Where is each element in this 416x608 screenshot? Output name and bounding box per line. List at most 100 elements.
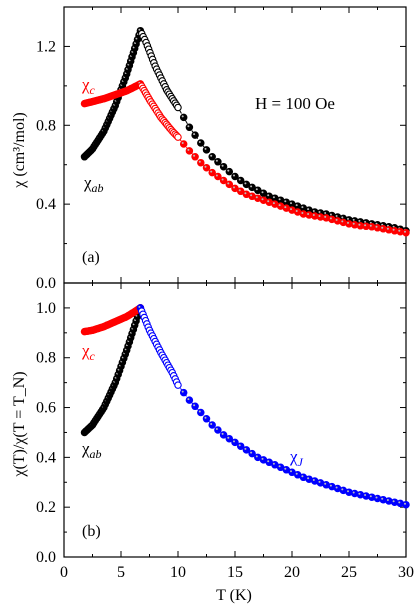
data-point-highlight [335,218,338,221]
data-point-ab [174,103,182,112]
data-point-highlight [278,465,281,468]
data-point-highlight [307,208,310,211]
data-point-highlight [272,202,275,205]
plot-frame-a [63,6,407,284]
data-point-ab [219,162,228,171]
data-point-highlight [364,224,367,227]
data-point-highlight [301,475,304,478]
data-point-highlight [193,154,196,157]
data-point-J [214,426,222,434]
data-point-highlight [398,501,401,504]
data-point-highlight [329,213,332,216]
panel-b: 0 5 10 15 20 25 30 0.0 0.2 0.4 0.6 0.8 1.0 [36,282,414,581]
data-point-highlight [261,457,264,460]
data-point-J [179,388,188,397]
data-point-highlight [261,191,264,194]
data-point-highlight [324,212,327,214]
data-point-highlight [267,200,270,203]
data-point-highlight [193,404,196,407]
label-chi-ab-a: χab [83,173,104,195]
data-point-highlight [329,484,332,487]
data-point-highlight [267,460,270,463]
data-point-J [197,408,205,417]
data-point-highlight [312,479,315,481]
y-tick-label: 0.0 [36,275,56,292]
data-point-highlight [335,215,338,217]
data-point-highlight [198,410,201,413]
y-tick-label: 1.2 [36,38,56,55]
data-point-ab [236,176,245,185]
x-tick-label: 10 [170,564,186,581]
data-point-highlight [284,467,287,470]
x-tick-label: 20 [284,564,300,581]
data-point-highlight [221,178,224,181]
data-point-ab [191,131,199,139]
data-point-highlight [261,198,264,201]
data-point-c [202,163,211,172]
data-point-highlight [215,159,218,162]
data-point-J [236,442,245,450]
data-point-highlight [318,480,321,483]
data-point-highlight [392,228,395,231]
data-point-highlight [381,226,384,229]
data-point-highlight [295,472,298,475]
y-axis-title-a: χ (cm³/mol) [11,112,28,188]
data-point-J [191,402,199,411]
data-point-ab [231,172,239,181]
data-point-highlight [250,194,253,197]
data-point-highlight [233,440,235,443]
data-point-highlight [198,160,201,163]
data-point-highlight [358,223,361,226]
data-point-highlight [193,133,196,136]
data-point-highlight [369,495,372,498]
data-point-highlight [284,206,287,209]
y-tick-label: 0.0 [36,549,56,566]
data-point-highlight [215,428,218,430]
data-point-highlight [392,500,395,503]
data-point-highlight [227,182,230,185]
data-point-highlight [295,204,298,207]
data-point-highlight [318,211,321,213]
data-point-highlight [255,196,258,199]
y-tick-label: 0.4 [36,196,56,213]
x-tick-label: 30 [398,564,414,581]
data-point-highlight [290,202,292,205]
data-point-highlight [324,215,327,218]
y-axis-title-b: χ(T)/χ(T = T_N) [11,371,28,477]
data-point-highlight [295,210,298,212]
panel-label-b: (b) [82,523,101,540]
data-point-highlight [341,216,344,219]
data-point-highlight [198,141,201,143]
x-tick-label: 5 [117,564,125,581]
y-tick-label: 0.4 [36,449,56,466]
data-point-highlight [138,305,141,308]
data-point-c [208,168,216,177]
data-point-J [242,446,251,454]
data-point-highlight [352,491,355,494]
panel-label-a: (a) [82,249,100,266]
data-point-highlight [335,486,338,489]
data-point-highlight [386,227,389,230]
series-line-J [139,307,407,506]
data-point-highlight [138,28,141,31]
data-point-highlight [301,206,304,209]
y-tick-label: 0.6 [36,400,56,417]
data-point-highlight [398,229,401,232]
data-point-highlight [341,488,344,491]
y-tick-label: 0.2 [36,499,56,516]
data-point-c [402,228,410,237]
data-point-highlight [250,185,253,188]
data-point-highlight [278,204,281,207]
data-point-highlight [278,198,281,201]
data-point-J [231,438,239,447]
data-point-c [179,140,188,148]
data-point-highlight [238,444,241,447]
panel-a: 0.0 0.4 0.8 1.2 [36,6,410,292]
data-point-highlight [369,224,372,227]
data-point-highlight [227,169,230,172]
data-point-highlight [210,170,213,173]
data-point-highlight [267,194,270,197]
data-point-highlight [364,220,367,223]
data-point-highlight [210,154,213,157]
data-point-c [225,180,234,189]
